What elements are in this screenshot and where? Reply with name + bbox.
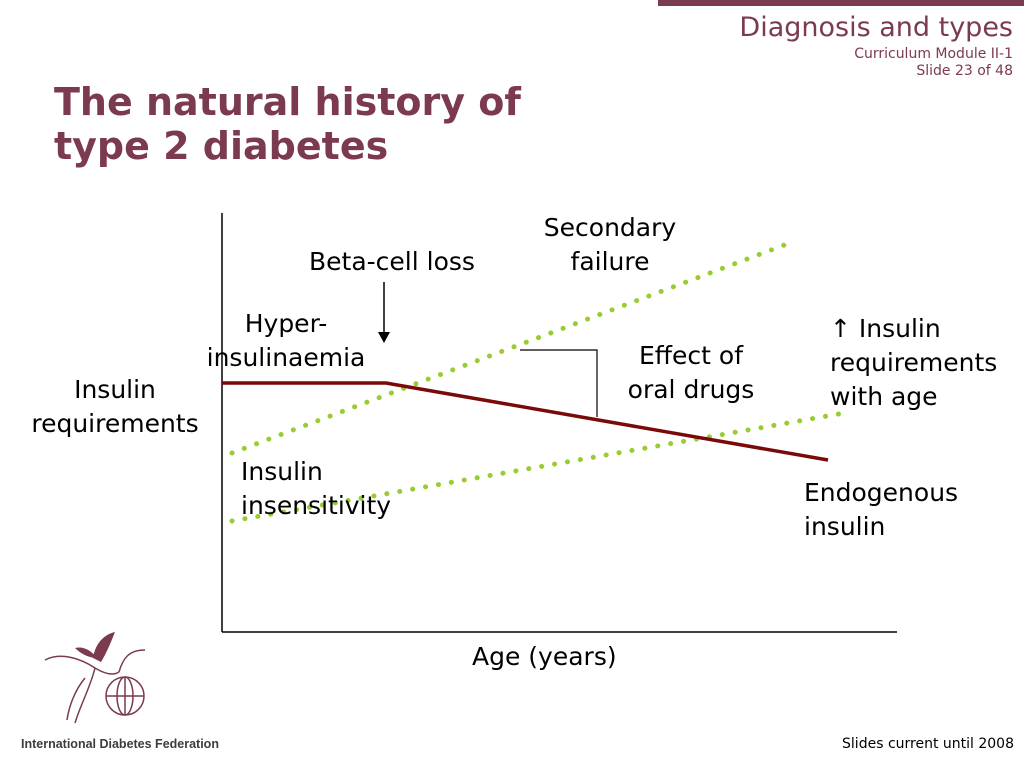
rising-insulin-requirements-label: ↑ Insulin requirements with age: [830, 314, 998, 411]
footer-note: Slides current until 2008: [842, 736, 1014, 752]
endogenous-insulin-label: Endogenous insulin: [804, 478, 959, 541]
bird-wing-icon: [93, 632, 115, 662]
idf-logo: [44, 632, 146, 724]
hyperinsulinaemia-label: Hyper- insulinaemia: [206, 309, 366, 372]
module-label: Curriculum Module II-1: [854, 46, 1013, 62]
x-axis-label: Age (years): [472, 642, 617, 671]
oral-drugs-bracket: [520, 349, 598, 417]
oral-drugs-label: Effect of oral drugs: [627, 341, 755, 404]
y-axis-label: Insulin requirements: [31, 375, 199, 438]
title-line-1: The natural history of: [54, 80, 521, 124]
arrow-head-icon: [378, 332, 390, 343]
section-title: Diagnosis and types: [739, 12, 1013, 43]
secondary-failure-label: Secondary failure: [543, 213, 677, 276]
title-line-2: type 2 diabetes: [54, 124, 389, 168]
organization-name: International Diabetes Federation: [21, 737, 219, 751]
insulin-insensitivity-label: Insulin insensitivity: [241, 457, 392, 520]
page-title: The natural history of type 2 diabetes: [54, 80, 521, 168]
beta-cell-loss-label: Beta-cell loss: [309, 247, 475, 276]
header-accent-bar: [658, 0, 1024, 6]
secondary-failure-line: [229, 238, 798, 456]
insulin-insensitivity-line: [229, 409, 853, 524]
endogenous-insulin-line: [222, 381, 829, 462]
slide-number: Slide 23 of 48: [916, 63, 1013, 79]
